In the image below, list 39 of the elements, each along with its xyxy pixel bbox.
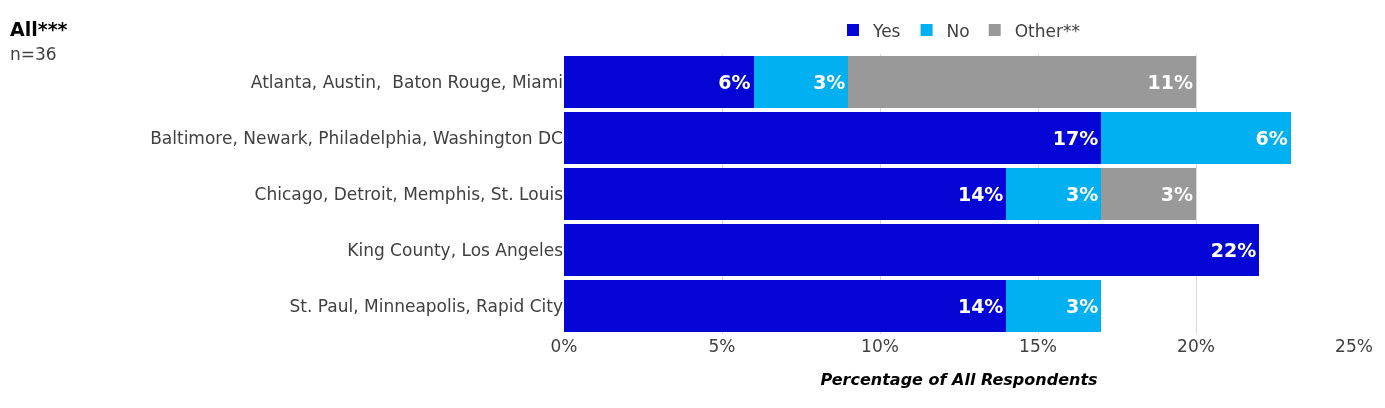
x-tick-label: 15% <box>1019 336 1057 356</box>
data-label: 6% <box>718 71 751 93</box>
bar <box>564 55 754 109</box>
y-tick-label: Atlanta, Austin, Baton Rouge, Miami <box>250 71 563 92</box>
y-tick-label: Chicago, Detroit, Memphis, St. Louis <box>254 183 564 204</box>
text: All*** <box>10 18 68 40</box>
x-tick-label: 25% <box>1335 336 1373 356</box>
y-tick-label: King County, Los Angeles <box>347 239 564 260</box>
legend-label: Other** <box>1014 20 1080 41</box>
x-tick-label: 5% <box>708 336 736 356</box>
data-label: 3% <box>1160 183 1193 205</box>
bar <box>848 55 1196 109</box>
data-label: 3% <box>1065 183 1099 205</box>
bar <box>564 223 1260 277</box>
data-label: 17% <box>1052 127 1099 149</box>
bar <box>1006 167 1102 221</box>
y-tick-label: Baltimore, Newark, Philadelphia, Washington DC <box>150 127 563 148</box>
y-tick-label: St. Paul, Minneapolis, Rapid City <box>289 295 563 316</box>
legend-label: Yes <box>872 20 901 41</box>
bar <box>564 167 1007 221</box>
data-label: 14% <box>957 295 1004 317</box>
data-label: 6% <box>1255 127 1288 149</box>
legend-label: No <box>946 20 970 41</box>
bar <box>753 55 849 109</box>
x-tick-label: 10% <box>861 336 899 356</box>
x-axis-title: Percentage of All Respondents <box>820 369 1098 389</box>
bar <box>1101 167 1196 221</box>
data-label: 22% <box>1210 239 1257 261</box>
x-tick-label: 20% <box>1177 336 1215 356</box>
bar <box>1101 111 1291 165</box>
text: n=36 <box>10 44 57 64</box>
data-label: 3% <box>813 71 846 93</box>
data-label: 11% <box>1147 71 1193 93</box>
bar <box>564 111 1102 165</box>
bar <box>564 279 1007 333</box>
data-label: 3% <box>1065 295 1099 317</box>
bar <box>1006 279 1102 333</box>
data-label: 14% <box>957 183 1004 205</box>
x-tick-label: 0% <box>550 336 578 356</box>
